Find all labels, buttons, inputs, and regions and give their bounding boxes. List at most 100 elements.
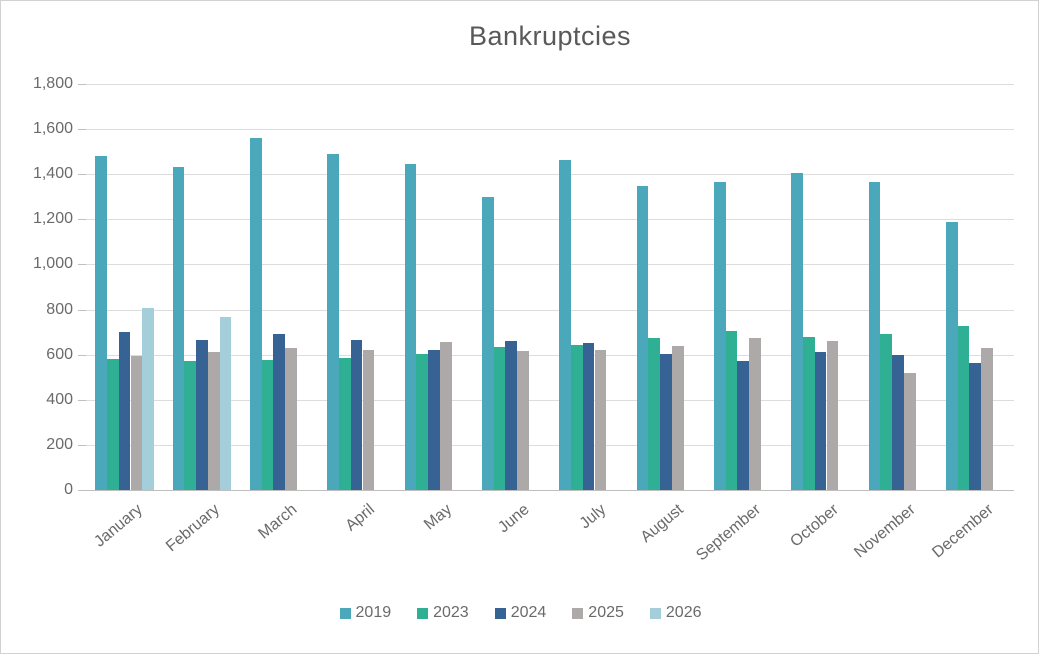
x-axis-label-june: June: [494, 501, 533, 537]
bar-2019-january: [95, 156, 108, 490]
bar-2023-october: [803, 336, 815, 490]
bar-2023-may: [416, 353, 429, 490]
y-tick-1600: [78, 129, 86, 131]
y-axis-label-1200: 1,200: [32, 210, 73, 228]
legend-label-2025: 2025: [588, 604, 624, 621]
bar-2025-june: [517, 351, 529, 490]
bar-2024-may: [428, 350, 440, 490]
y-axis-label-1800: 1,800: [32, 75, 73, 92]
x-axis-label-march: March: [255, 501, 301, 543]
bar-2023-february: [184, 361, 197, 490]
legend-label-2023: 2023: [433, 604, 469, 621]
x-axis-label-august: August: [637, 501, 687, 547]
x-axis-label-september: September: [693, 501, 765, 565]
x-axis-label-january: January: [91, 501, 146, 551]
legend: 2019 2023 2024 2025 2026: [1, 604, 1038, 622]
y-axis-label-0: 0: [64, 481, 73, 498]
bar-2025-may: [439, 342, 452, 490]
bar-2019-november: [868, 182, 881, 490]
bar-2025-april: [362, 350, 375, 490]
bar-2025-november: [903, 372, 916, 490]
y-tick-800: [78, 309, 86, 311]
y-axis-label-1600: 1,600: [32, 120, 73, 138]
bar-2025-august: [671, 345, 684, 490]
legend-item-2019: 2019: [339, 604, 392, 622]
x-axis-label-july: July: [576, 501, 610, 533]
bar-2023-september: [725, 330, 738, 490]
bar-2025-january: [130, 355, 143, 490]
x-axis-label-october: October: [787, 501, 842, 551]
bar-2023-january: [107, 359, 119, 490]
bar-2025-february: [207, 352, 220, 490]
bar-2019-september: [714, 182, 726, 490]
gridline-200: [86, 444, 1014, 446]
x-axis-label-february: February: [162, 501, 223, 556]
legend-item-2026: 2026: [649, 604, 702, 622]
legend-label-2024: 2024: [510, 604, 547, 621]
bar-2019-july: [559, 159, 572, 490]
bar-2024-january: [118, 332, 131, 490]
bar-2024-december: [969, 362, 982, 490]
bar-2023-july: [571, 344, 583, 490]
y-tick-400: [78, 399, 86, 401]
bar-2019-june: [482, 196, 494, 490]
legend-item-2025: 2025: [572, 604, 624, 622]
bar-2023-march: [261, 360, 274, 490]
bar-2023-august: [648, 337, 661, 490]
bar-2024-february: [196, 340, 208, 490]
bar-2025-july: [594, 350, 607, 490]
bar-2024-april: [350, 340, 363, 490]
bar-2019-march: [250, 138, 262, 490]
gridline-800: [86, 309, 1014, 311]
bar-2019-april: [327, 153, 340, 490]
legend-swatch-icon: [417, 607, 429, 619]
bar-2025-march: [285, 347, 297, 490]
gridline-1200: [86, 219, 1014, 221]
legend-label-2026: 2026: [665, 604, 702, 621]
bar-2024-september: [737, 361, 750, 490]
x-axis-label-december: December: [928, 501, 997, 562]
y-tick-200: [78, 444, 86, 446]
y-tick-0: [78, 490, 86, 491]
legend-swatch-icon: [494, 607, 506, 619]
bar-2019-october: [791, 173, 804, 490]
bar-2024-june: [505, 341, 518, 490]
bar-2024-august: [660, 353, 672, 490]
y-axis-label-1400: 1,400: [32, 165, 73, 183]
gridline-1400: [86, 174, 1014, 176]
gridline-1800: [86, 84, 1014, 85]
legend-item-2024: 2024: [494, 604, 547, 622]
legend-item-2023: 2023: [417, 604, 469, 622]
y-axis-label-800: 800: [46, 300, 73, 318]
x-axis-line: [86, 490, 1014, 491]
y-axis-label-200: 200: [46, 435, 73, 453]
y-axis-label-400: 400: [46, 390, 73, 408]
bar-2024-march: [273, 334, 286, 490]
bar-2023-april: [339, 358, 351, 490]
bar-2025-october: [826, 341, 839, 490]
bar-2019-december: [946, 221, 958, 490]
x-axis-label-november: November: [851, 501, 919, 562]
y-axis-label-600: 600: [46, 345, 73, 363]
x-axis-label-april: April: [342, 501, 378, 535]
chart-title: Bankruptcies: [468, 21, 632, 51]
bar-2023-december: [957, 326, 970, 490]
bar-2019-february: [172, 167, 185, 490]
bar-2019-may: [404, 164, 417, 490]
bar-2024-november: [892, 354, 904, 490]
bar-2019-august: [636, 185, 649, 490]
gridline-1600: [86, 129, 1014, 131]
bar-2023-june: [493, 346, 506, 490]
bar-2026-february: [219, 317, 232, 490]
bar-2025-september: [749, 337, 761, 490]
bar-2026-january: [142, 308, 154, 490]
bar-2024-october: [814, 352, 827, 490]
y-tick-1400: [78, 174, 86, 176]
y-axis-label-1000: 1,000: [32, 255, 73, 273]
legend-label-2019: 2019: [355, 604, 392, 621]
gridline-400: [86, 399, 1014, 401]
legend-swatch-icon: [649, 607, 661, 619]
y-tick-1200: [78, 219, 86, 221]
gridline-1000: [86, 264, 1014, 266]
